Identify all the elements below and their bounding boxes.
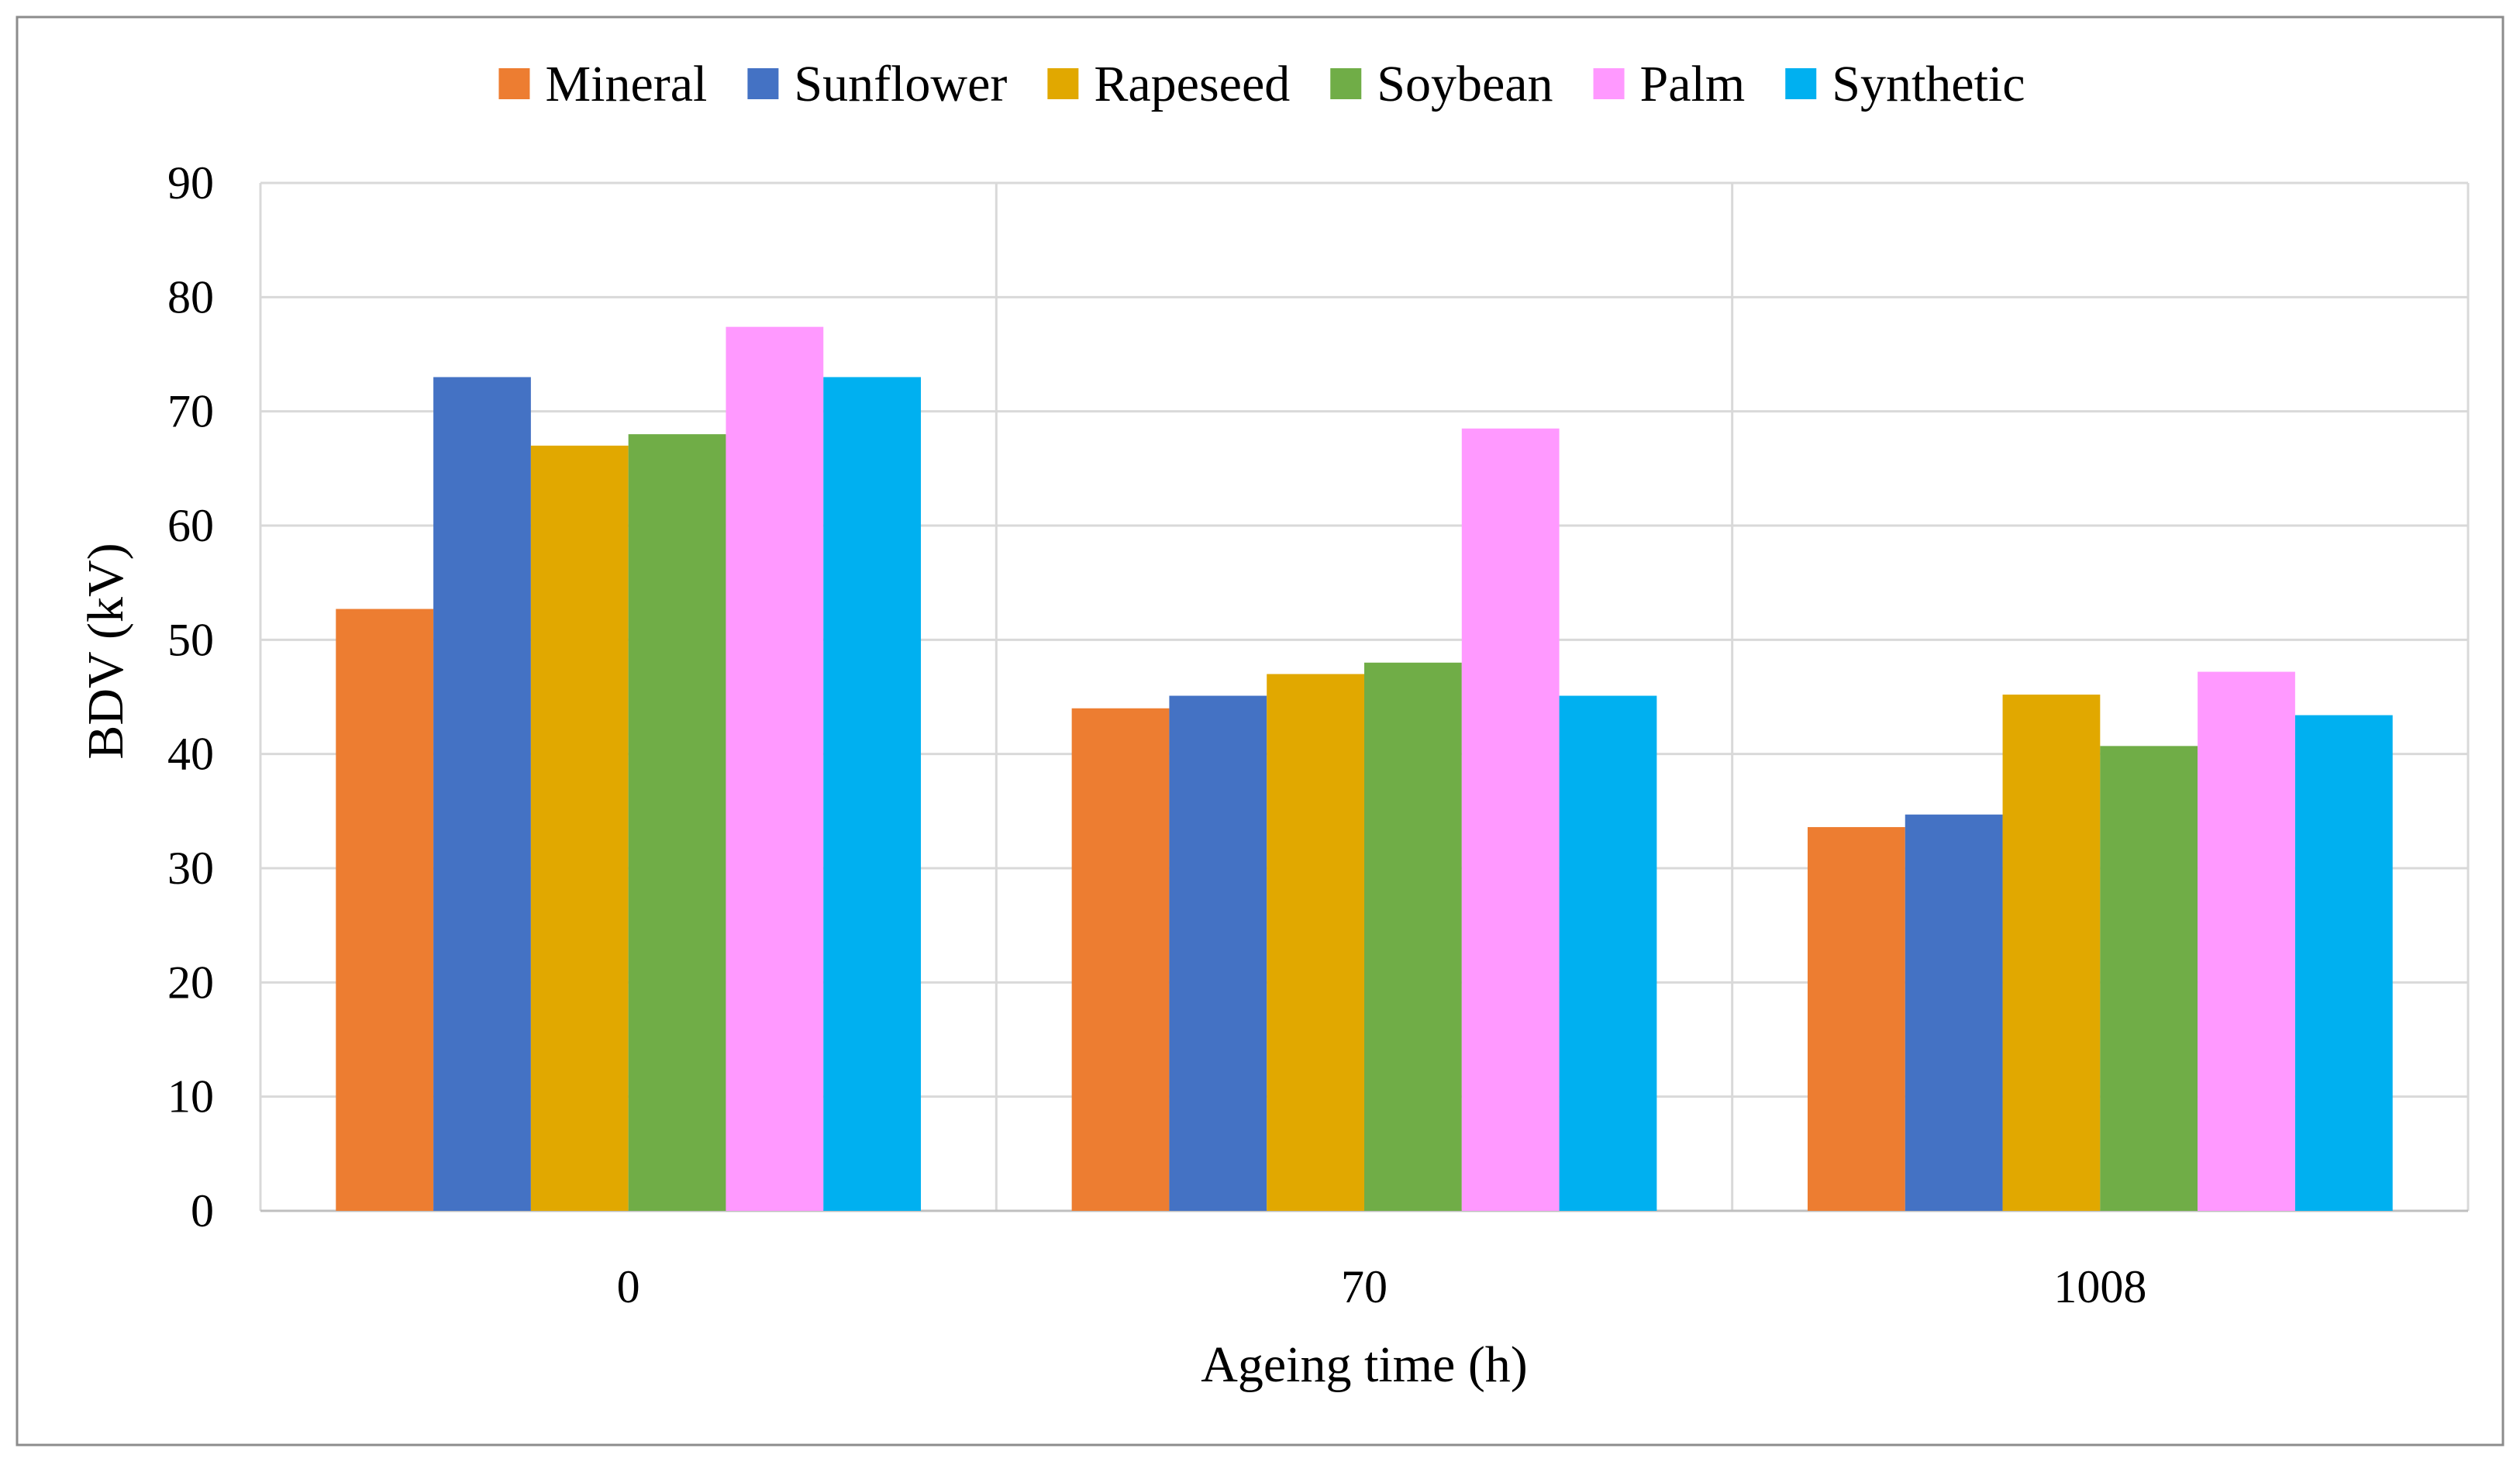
y-tick-label: 70: [167, 386, 214, 437]
bar-synthetic-1008: [2294, 715, 2393, 1211]
bar-palm-70: [1461, 428, 1560, 1211]
y-tick-label: 60: [167, 500, 214, 551]
legend-item-mineral: Mineral: [498, 56, 707, 112]
legend-label: Synthetic: [1832, 56, 2025, 112]
bar-synthetic-70: [1559, 695, 1657, 1211]
y-tick-label: 90: [167, 157, 214, 209]
x-tick-label: 70: [1341, 1261, 1388, 1312]
legend-swatch: [747, 68, 779, 99]
y-axis-title: BDV (kV): [78, 543, 134, 759]
bar-palm-1008: [2198, 671, 2295, 1211]
y-tick-label: 30: [167, 843, 214, 894]
x-tick-label: 1008: [2053, 1261, 2146, 1312]
bar-soybean-1008: [2100, 746, 2198, 1211]
x-tick-label: 0: [617, 1261, 640, 1312]
x-axis-title: Ageing time (h): [1201, 1336, 1528, 1393]
legend-item-palm: Palm: [1593, 56, 1746, 112]
y-tick-label: 40: [167, 729, 214, 780]
bar-sunflower-70: [1169, 695, 1267, 1211]
bar-mineral-0: [336, 609, 434, 1211]
legend-item-soybean: Soybean: [1330, 56, 1553, 112]
x-axis-ticks: 0 70 1008: [617, 1261, 2147, 1312]
y-tick-label: 80: [167, 271, 214, 322]
bar-rapeseed-1008: [2002, 695, 2101, 1211]
legend: Mineral Sunflower Rapeseed Soybean Palm Synth…: [498, 56, 2025, 112]
legend-item-sunflower: Sunflower: [747, 56, 1007, 112]
y-tick-label: 10: [167, 1071, 214, 1122]
legend-swatch: [1785, 68, 1817, 99]
legend-swatch: [1593, 68, 1625, 99]
legend-label: Soybean: [1377, 56, 1553, 112]
legend-swatch: [1330, 68, 1362, 99]
y-axis-ticks: 0 10 20 30 40 50 60 70 80 90: [167, 157, 214, 1236]
legend-label: Rapeseed: [1094, 56, 1290, 112]
legend-swatch: [498, 68, 530, 99]
bar-mineral-1008: [1807, 826, 1905, 1211]
bar-soybean-70: [1364, 662, 1462, 1211]
y-tick-label: 50: [167, 614, 214, 665]
bar-soybean-0: [628, 434, 726, 1211]
bar-sunflower-1008: [1905, 814, 2003, 1211]
bar-sunflower-0: [433, 377, 531, 1211]
bars: [336, 326, 2393, 1211]
bar-rapeseed-70: [1267, 674, 1364, 1211]
bar-mineral-70: [1071, 708, 1170, 1211]
bar-synthetic-0: [823, 377, 922, 1211]
y-tick-label: 0: [191, 1185, 214, 1236]
bar-palm-0: [726, 326, 824, 1211]
legend-label: Palm: [1640, 56, 1746, 112]
legend-item-rapeseed: Rapeseed: [1047, 56, 1290, 112]
legend-swatch: [1047, 68, 1079, 99]
legend-label: Sunflower: [794, 56, 1007, 112]
legend-item-synthetic: Synthetic: [1785, 56, 2025, 112]
legend-label: Mineral: [545, 56, 707, 112]
bar-rapeseed-0: [530, 445, 629, 1211]
y-tick-label: 20: [167, 957, 214, 1008]
